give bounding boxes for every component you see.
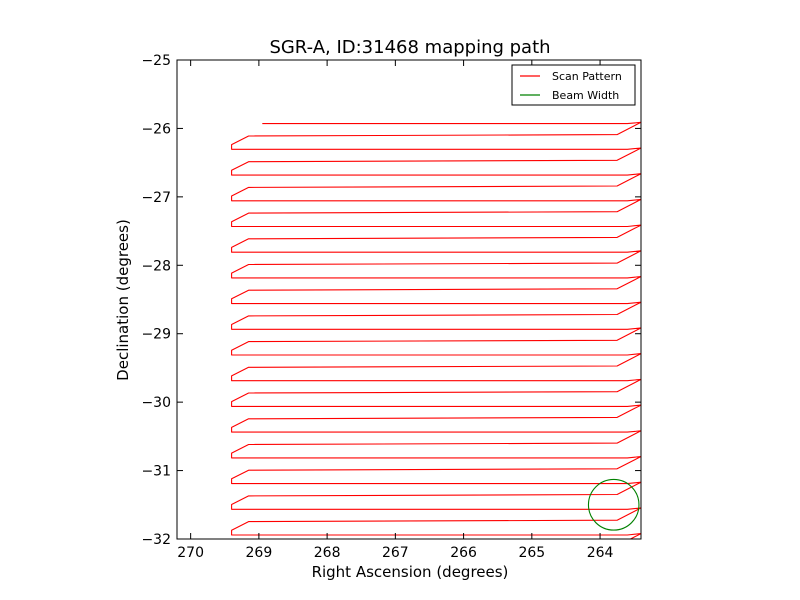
x-tick-label: 269 xyxy=(246,545,273,561)
y-axis-label: Declination (degrees) xyxy=(114,219,132,381)
y-tick-label: −27 xyxy=(141,190,171,206)
chart-title: SGR-A, ID:31468 mapping path xyxy=(269,37,550,58)
x-tick-label: 264 xyxy=(587,545,614,561)
y-tick-label: −25 xyxy=(141,53,171,69)
x-tick-label: 266 xyxy=(450,545,477,561)
y-tick-label: −28 xyxy=(141,258,171,274)
plot-area xyxy=(231,121,641,539)
beam-width-circle xyxy=(587,478,640,531)
x-tick-label: 267 xyxy=(382,545,409,561)
plot-frame xyxy=(176,59,642,540)
y-axis: −25 −26 −27 −28 −29 −30 −31 −32 xyxy=(141,53,641,548)
x-axis: 270 269 268 267 266 265 264 xyxy=(177,60,614,561)
y-tick-label: −32 xyxy=(141,532,171,548)
x-axis-label: Right Ascension (degrees) xyxy=(312,563,509,581)
legend-box xyxy=(511,64,636,106)
legend: Scan Pattern Beam Width xyxy=(511,64,636,106)
legend-label: Beam Width xyxy=(552,89,619,102)
scan-pattern-line xyxy=(231,121,641,539)
x-tick-label: 270 xyxy=(177,545,204,561)
legend-label: Scan Pattern xyxy=(552,70,622,83)
y-tick-label: −30 xyxy=(141,395,171,411)
x-tick-label: 268 xyxy=(314,545,341,561)
y-tick-label: −29 xyxy=(141,327,171,343)
x-tick-label: 265 xyxy=(518,545,545,561)
y-tick-label: −31 xyxy=(141,464,171,480)
y-tick-label: −26 xyxy=(141,121,171,137)
